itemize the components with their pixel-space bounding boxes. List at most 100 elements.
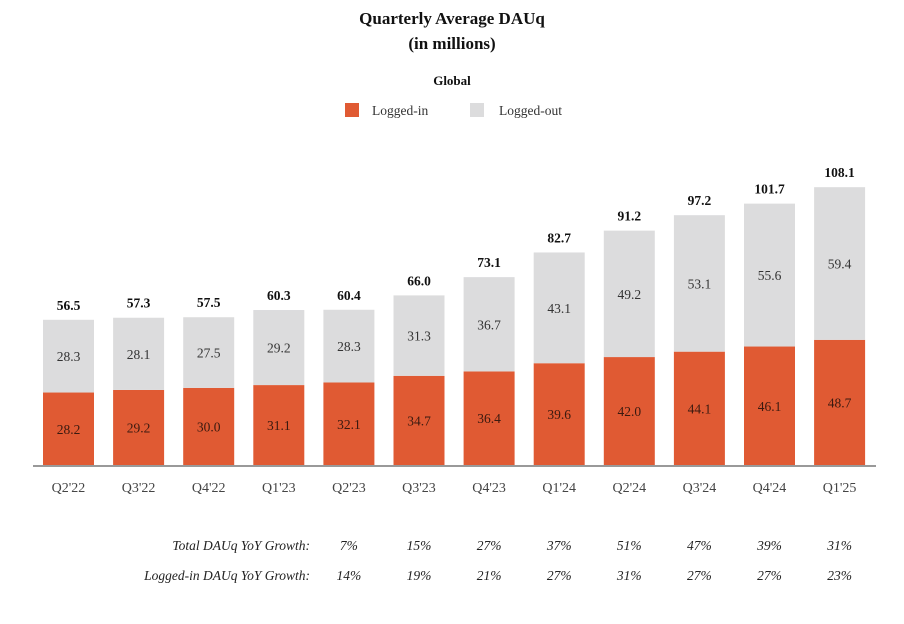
data-label-logged-in: 39.6 <box>547 407 571 422</box>
legend-swatch-logged-in <box>345 103 359 117</box>
data-label-total: 57.3 <box>127 296 151 311</box>
bar-logged-in <box>533 363 585 465</box>
growth-value: 37% <box>546 538 572 553</box>
data-label-total: 91.2 <box>617 209 641 224</box>
bar-logged-out <box>533 252 585 364</box>
data-label-logged-in: 32.1 <box>337 417 361 432</box>
bar-logged-out <box>744 203 795 347</box>
x-tick-label: Q4'22 <box>192 481 226 496</box>
bar-logged-out <box>43 319 94 393</box>
growth-value: 27% <box>477 538 502 553</box>
bar-logged-in <box>463 371 515 465</box>
data-label-logged-in: 29.2 <box>127 420 151 435</box>
x-tick-label: Q1'24 <box>542 481 576 496</box>
data-label-logged-out: 49.2 <box>617 287 641 302</box>
x-tick-label: Q4'24 <box>753 481 787 496</box>
growth-value: 7% <box>340 538 358 553</box>
data-label-logged-in: 42.0 <box>617 404 641 419</box>
legend-label-logged-in: Logged-in <box>372 103 428 118</box>
data-label-logged-out: 29.2 <box>267 341 291 356</box>
bar-logged-in <box>183 387 235 465</box>
data-label-total: 101.7 <box>754 182 785 197</box>
data-label-logged-in: 44.1 <box>688 401 712 416</box>
data-label-total: 57.5 <box>197 295 221 310</box>
data-label-total: 82.7 <box>547 230 571 245</box>
bar-logged-in <box>814 339 866 465</box>
data-label-total: 97.2 <box>688 193 712 208</box>
growth-table: Total DAUq YoY Growth: 7% 15% 27% 37% 51% 47% 3… <box>143 538 852 583</box>
data-label-logged-out: 27.5 <box>197 346 221 361</box>
data-label-logged-out: 28.1 <box>127 347 151 362</box>
growth-value: 31% <box>826 538 852 553</box>
x-tick-label: Q3'24 <box>683 481 717 496</box>
legend-label-logged-out: Logged-out <box>499 103 562 118</box>
data-label-total: 108.1 <box>824 165 855 180</box>
data-label-logged-out: 53.1 <box>688 276 712 291</box>
data-label-total: 60.3 <box>267 288 291 303</box>
growth-value: 23% <box>827 568 852 583</box>
growth-value: 39% <box>756 538 782 553</box>
growth-row-label: Logged-in DAUq YoY Growth: <box>143 568 310 583</box>
growth-value: 51% <box>617 538 642 553</box>
growth-row-label: Total DAUq YoY Growth: <box>172 538 310 553</box>
data-label-total: 60.4 <box>337 288 361 303</box>
bar-logged-in <box>253 385 305 465</box>
bar-logged-out <box>113 317 165 390</box>
data-label-logged-out: 36.7 <box>477 317 501 332</box>
x-tick-label: Q2'24 <box>612 481 646 496</box>
x-tick-label: Q3'23 <box>402 481 436 496</box>
data-label-logged-out: 55.6 <box>758 268 782 283</box>
data-label-total: 56.5 <box>57 298 81 313</box>
data-label-logged-out: 28.3 <box>337 339 361 354</box>
growth-value: 47% <box>687 538 712 553</box>
legend-swatch-logged-out <box>470 103 484 117</box>
data-label-total: 73.1 <box>477 255 501 270</box>
data-label-logged-in: 28.2 <box>57 422 81 437</box>
x-tick-label: Q1'23 <box>262 481 296 496</box>
data-label-logged-out: 59.4 <box>828 257 852 272</box>
data-label-logged-in: 36.4 <box>477 411 501 426</box>
growth-value: 27% <box>547 568 572 583</box>
chart-title: Quarterly Average DAUq <box>359 9 545 28</box>
x-tick-label: Q1'25 <box>823 481 857 496</box>
data-label-logged-out: 31.3 <box>407 329 431 344</box>
bar-logged-out <box>463 277 515 372</box>
data-label-logged-in: 34.7 <box>407 413 431 428</box>
bar-logged-out <box>393 295 445 376</box>
bar-logged-in <box>323 382 375 465</box>
growth-value: 31% <box>616 568 642 583</box>
bar-logged-out <box>814 187 866 340</box>
growth-value: 15% <box>407 538 432 553</box>
section-label: Global <box>433 73 471 88</box>
growth-value: 14% <box>337 568 362 583</box>
data-label-logged-out: 43.1 <box>547 301 571 316</box>
x-tick-label: Q2'22 <box>52 481 86 496</box>
data-label-logged-in: 31.1 <box>267 418 291 433</box>
legend: Logged-in Logged-out <box>345 103 562 118</box>
bar-logged-out <box>183 317 235 388</box>
bar-logged-in <box>113 389 165 465</box>
bar-logged-out <box>673 215 725 352</box>
growth-value: 27% <box>687 568 712 583</box>
data-label-logged-in: 48.7 <box>828 395 852 410</box>
growth-value: 19% <box>407 568 432 583</box>
bar-logged-out <box>603 230 655 358</box>
data-label-total: 66.0 <box>407 273 431 288</box>
x-tick-label: Q2'23 <box>332 481 366 496</box>
bar-logged-out <box>253 310 305 386</box>
growth-value: 21% <box>477 568 502 583</box>
x-tick-label: Q4'23 <box>472 481 506 496</box>
bars: 28.2 28.3 56.5 Q2'22 29.2 28.1 57.3 Q3'22 30.0 27… <box>43 165 866 496</box>
bar-logged-in <box>393 375 445 465</box>
chart-subtitle: (in millions) <box>408 34 495 53</box>
data-label-logged-out: 28.3 <box>57 349 81 364</box>
bar-logged-in <box>673 351 725 465</box>
x-tick-label: Q3'22 <box>122 481 156 496</box>
data-label-logged-in: 30.0 <box>197 419 221 434</box>
bar-logged-in <box>43 392 94 465</box>
bar-logged-in <box>603 357 655 465</box>
bar-logged-in <box>744 346 795 465</box>
growth-value: 27% <box>757 568 782 583</box>
bar-logged-out <box>323 309 375 383</box>
